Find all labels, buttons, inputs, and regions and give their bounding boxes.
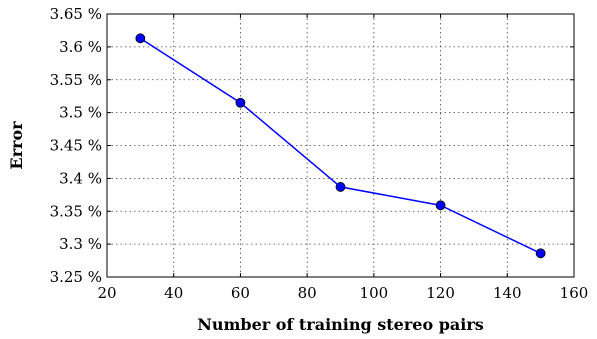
y-tick-label: 3.35 %: [50, 202, 102, 220]
data-point: [535, 248, 546, 259]
x-tick-label: 20: [97, 284, 116, 302]
grid: [107, 14, 574, 277]
x-tick-label: 100: [360, 284, 389, 302]
x-tick-label: 40: [164, 284, 183, 302]
y-tick-label: 3.5 %: [59, 104, 102, 122]
y-tick-label: 3.25 %: [50, 268, 102, 286]
data-point: [435, 200, 446, 211]
x-tick-label: 60: [231, 284, 250, 302]
x-tick-label: 160: [560, 284, 589, 302]
x-tick-labels: 20 40 60 80 100 120 140 160: [97, 284, 588, 302]
y-axis-label: Error: [7, 121, 26, 170]
x-tick-label: 140: [493, 284, 522, 302]
data-point: [135, 33, 146, 44]
y-tick-label: 3.45 %: [50, 137, 102, 155]
y-tick-label: 3.4 %: [59, 169, 102, 187]
y-tick-label: 3.3 %: [59, 235, 102, 253]
y-tick-label: 3.55 %: [50, 71, 102, 89]
y-tick-label: 3.65 %: [50, 5, 102, 23]
ticks: [106, 13, 575, 278]
series: [135, 33, 546, 259]
data-point: [335, 182, 346, 192]
x-axis-label: Number of training stereo pairs: [197, 315, 484, 334]
x-tick-label: 120: [426, 284, 455, 302]
x-tick-label: 80: [298, 284, 317, 302]
y-tick-label: 3.6 %: [59, 38, 102, 56]
data-point: [235, 97, 246, 108]
y-tick-labels: 3.25 % 3.3 % 3.35 % 3.4 % 3.45 % 3.5 % 3.55 % 3…: [50, 5, 102, 286]
